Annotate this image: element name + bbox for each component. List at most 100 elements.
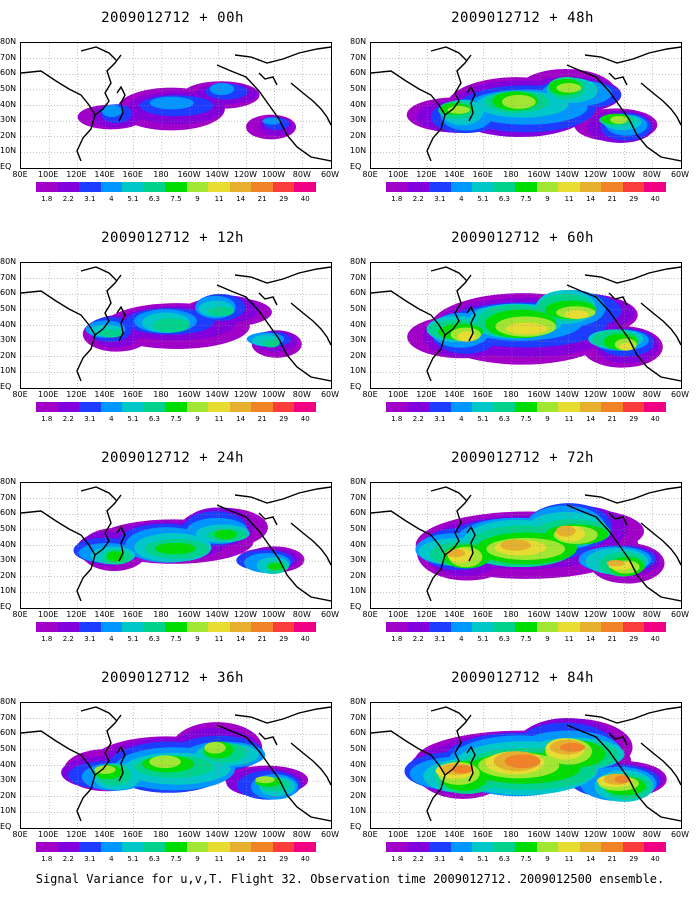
panel-title: 2009012712 + 48h — [451, 10, 594, 26]
colorbar-label: 21 — [257, 635, 267, 643]
colorbar-label: 14 — [236, 855, 246, 863]
colorbar-swatch — [57, 402, 80, 412]
longitude-label: 80W — [292, 610, 311, 619]
colorbar-swatch — [165, 842, 187, 852]
latitude-label: EQ — [350, 822, 362, 831]
longitude-label: 120E — [416, 390, 437, 399]
longitude-label: 80E — [362, 390, 378, 399]
colorbar-swatch — [407, 182, 430, 192]
colorbar-swatch — [515, 622, 537, 632]
longitude-label: 140E — [444, 610, 465, 619]
variance-contour — [610, 115, 628, 124]
longitude-label: 160W — [527, 830, 551, 839]
colorbar-label: 2.2 — [62, 415, 74, 423]
colorbar-swatch — [79, 182, 101, 192]
colorbar-swatch — [622, 622, 645, 632]
colorbar-swatch — [601, 842, 623, 852]
colorbar-label: 9 — [195, 195, 200, 203]
colorbar — [386, 842, 666, 852]
colorbar-label: 6.3 — [498, 635, 511, 643]
longitude-label: 100W — [262, 610, 286, 619]
colorbar-label: 29 — [629, 415, 639, 423]
longitude-label: 140W — [555, 610, 579, 619]
longitude-label: 80E — [362, 170, 378, 179]
longitude-label: 140E — [94, 390, 115, 399]
colorbar-swatch — [122, 182, 144, 192]
colorbar-swatch — [579, 182, 602, 192]
latitude-label: 10N — [350, 146, 367, 156]
colorbar-label: 1.8 — [41, 415, 53, 423]
variance-contour — [262, 339, 280, 348]
colorbar-label: 6.3 — [148, 195, 161, 203]
colorbar-label: 5.1 — [127, 415, 139, 423]
longitude-label: 140E — [94, 610, 115, 619]
colorbar-label: 6.3 — [498, 855, 511, 863]
latitude-label: 10N — [0, 146, 17, 156]
longitude-label: 160E — [122, 610, 143, 619]
latitude-label: 80N — [350, 477, 367, 486]
colorbar-swatch — [601, 182, 623, 192]
colorbar-swatch — [601, 402, 623, 412]
colorbar-swatch — [186, 182, 209, 192]
colorbar-swatch — [251, 402, 273, 412]
longitude-label: 100W — [262, 390, 286, 399]
colorbar-swatch — [558, 182, 580, 192]
longitude-label: 160W — [527, 610, 551, 619]
variance-map — [370, 482, 682, 609]
colorbar-swatch — [622, 182, 645, 192]
colorbar-label: 7.5 — [170, 195, 182, 203]
longitude-label: 160W — [177, 390, 201, 399]
colorbar-swatch — [272, 622, 295, 632]
longitude-label: 160W — [177, 170, 201, 179]
colorbar-swatch — [644, 622, 666, 632]
colorbar-label: 11 — [214, 415, 224, 423]
coastlines — [21, 46, 331, 162]
colorbar-label: 3.1 — [434, 855, 446, 863]
longitude-label: 120E — [416, 170, 437, 179]
colorbar-swatch — [36, 622, 58, 632]
colorbar-label: 1.8 — [391, 195, 403, 203]
variance-map — [20, 702, 332, 829]
longitude-label: 60W — [670, 390, 690, 399]
colorbar-label: 29 — [629, 855, 639, 863]
colorbar-label: 1.8 — [391, 635, 403, 643]
variance-contour — [506, 322, 548, 335]
coastlines — [21, 486, 331, 602]
colorbar-swatch — [515, 182, 537, 192]
colorbar-label: 14 — [586, 195, 596, 203]
variance-contour — [559, 743, 586, 752]
variance-map — [370, 702, 682, 829]
longitude-label: 60W — [320, 170, 340, 179]
variance-contour — [556, 83, 582, 93]
colorbar-label: 7.5 — [520, 635, 532, 643]
colorbar-label: 6.3 — [148, 635, 161, 643]
colorbar-swatch — [472, 182, 494, 192]
panel-title: 2009012712 + 60h — [451, 230, 594, 246]
figure-caption: Signal Variance for u,v,T. Flight 32. Ob… — [35, 872, 665, 886]
map-panel: 2009012712 + 24h 80N 70N 60N 50N 40N 30N 20N 10N… — [0, 450, 345, 670]
colorbar-label: 29 — [279, 415, 289, 423]
colorbar-swatch — [558, 402, 580, 412]
longitude-label: 80E — [362, 610, 378, 619]
variance-contour — [446, 548, 466, 558]
longitude-label: 100E — [388, 390, 409, 399]
latitude-label: EQ — [350, 382, 362, 391]
longitude-label: 120E — [66, 830, 87, 839]
longitude-label: 120E — [416, 830, 437, 839]
colorbar-swatch — [386, 842, 408, 852]
colorbar-label: 14 — [236, 635, 246, 643]
latitude-label: 10N — [350, 366, 367, 376]
latitude-label: 30N — [0, 335, 17, 345]
longitude-label: 120W — [583, 830, 608, 839]
latitude-label: 30N — [350, 335, 367, 345]
colorbar-swatch — [294, 182, 316, 192]
colorbar-labels: 1.8 2.2 3.1 4 5.1 6.3 7.5 9 11 14 21 29 40 — [36, 415, 316, 425]
longitude-label: 120W — [233, 830, 258, 839]
colorbar — [386, 182, 666, 192]
colorbar-swatch — [294, 402, 316, 412]
colorbar-swatch — [57, 622, 80, 632]
latitude-label: 70N — [0, 52, 17, 62]
colorbar-label: 21 — [257, 855, 267, 863]
latitude-label: 40N — [350, 759, 367, 769]
colorbar-label: 7.5 — [520, 195, 532, 203]
